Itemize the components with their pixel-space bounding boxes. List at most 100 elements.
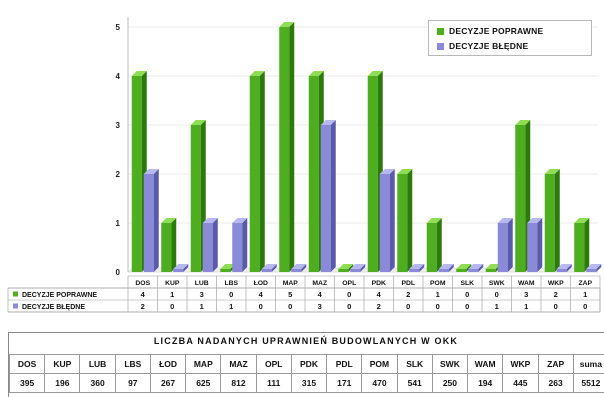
data-label: 4: [141, 290, 146, 299]
bar-incorrect-side: [213, 218, 218, 272]
category-label: WAM: [518, 280, 535, 287]
okk-value-cell: 250: [432, 374, 467, 393]
table-series-swatch: [13, 304, 18, 309]
bar-incorrect: [380, 169, 395, 272]
bar-incorrect-front: [321, 125, 331, 272]
data-label: 0: [288, 302, 292, 311]
data-label: 1: [583, 290, 587, 299]
bar-correct-front: [338, 269, 348, 272]
bar-correct-front: [161, 223, 171, 272]
data-label: 3: [318, 302, 322, 311]
okk-header-cell: SWK: [432, 355, 467, 374]
okk-header-cell: LBS: [115, 355, 150, 374]
data-label: 0: [554, 302, 558, 311]
bar-incorrect-front: [468, 269, 478, 272]
okk-value-cell: 395: [10, 374, 45, 393]
bar-incorrect-front: [144, 174, 154, 272]
data-label: 2: [377, 302, 381, 311]
bar-incorrect: [527, 218, 542, 272]
bar-correct-side: [171, 218, 176, 272]
data-label: 0: [229, 290, 233, 299]
okk-value-cell: 445: [503, 374, 538, 393]
bar-correct-side: [407, 169, 412, 272]
bar-incorrect-front: [439, 269, 449, 272]
data-label: 0: [347, 302, 351, 311]
data-label: 0: [495, 290, 499, 299]
okk-value-cell: 263: [538, 374, 573, 393]
bar-incorrect: [498, 218, 513, 272]
okk-header-cell: WKP: [503, 355, 538, 374]
bar-correct: [279, 22, 294, 272]
data-label: 3: [524, 290, 528, 299]
legend-label-incorrect: DECYZJE BŁĘDNE: [449, 41, 528, 51]
bar-correct: [161, 218, 176, 272]
data-label: 0: [259, 302, 263, 311]
category-label: MAP: [283, 280, 299, 287]
category-label: KUP: [165, 280, 180, 287]
okk-value-cell: 267: [150, 374, 185, 393]
okk-value-cell: 470: [362, 374, 397, 393]
bar-incorrect-front: [498, 223, 508, 272]
bar-correct-front: [132, 76, 142, 272]
bar-incorrect-front: [291, 269, 301, 272]
data-label: 0: [465, 290, 469, 299]
bar-incorrect-side: [390, 169, 395, 272]
okk-header-cell: suma: [573, 355, 604, 374]
bar-correct-front: [427, 223, 437, 272]
bar-incorrect-front: [350, 269, 360, 272]
bar-incorrect-front: [380, 174, 390, 272]
okk-value-cell: 315: [291, 374, 326, 393]
bar-incorrect-front: [586, 269, 596, 272]
bar-incorrect-front: [409, 269, 419, 272]
okk-value-cell: 111: [256, 374, 291, 393]
category-label: PDL: [401, 280, 415, 287]
bar-incorrect: [321, 120, 336, 272]
okk-header-cell: POM: [362, 355, 397, 374]
category-label: POM: [430, 280, 446, 287]
bar-correct-side: [555, 169, 560, 272]
data-label: 2: [141, 302, 145, 311]
bar-correct-side: [437, 218, 442, 272]
okk-value-cell: 97: [115, 374, 150, 393]
data-label: 0: [583, 302, 587, 311]
data-label: 1: [170, 290, 174, 299]
bar-incorrect-front: [232, 223, 242, 272]
category-label: DOS: [135, 280, 150, 287]
bar-incorrect: [203, 218, 218, 272]
okk-table-title: LICZBA NADANYCH UPRAWNIEŃ BUDOWLANYCH W …: [8, 336, 604, 352]
category-label: LBS: [224, 280, 238, 287]
okk-header-cell: PDL: [327, 355, 362, 374]
bar-incorrect-side: [508, 218, 513, 272]
bar-correct: [545, 169, 560, 272]
okk-value-cell: 812: [221, 374, 256, 393]
bar-correct: [427, 218, 442, 272]
bar-correct-front: [515, 125, 525, 272]
bar-incorrect-side: [331, 120, 336, 272]
bar-correct-front: [545, 174, 555, 272]
bar-incorrect-side: [154, 169, 159, 272]
data-label: 4: [377, 290, 382, 299]
y-tick-label: 2: [116, 170, 121, 179]
bar-incorrect-front: [527, 223, 537, 272]
bar-series: [132, 22, 602, 272]
legend-item-correct: DECYZJE POPRAWNE: [437, 24, 543, 38]
okk-value-cell: 196: [45, 374, 80, 393]
category-label: OPL: [342, 280, 356, 287]
category-label: SLK: [460, 280, 474, 287]
y-tick-label: 3: [116, 121, 121, 130]
okk-header-cell: PDK: [291, 355, 326, 374]
bar-incorrect-front: [203, 223, 213, 272]
bar-correct: [397, 169, 412, 272]
bar-correct-front: [250, 76, 260, 272]
bar-correct-front: [486, 269, 496, 272]
data-label: 0: [347, 290, 351, 299]
bar-correct-side: [260, 71, 265, 272]
legend-swatch-green: [437, 28, 444, 35]
bar-correct-front: [456, 269, 466, 272]
data-label: 1: [436, 290, 440, 299]
data-label: 4: [259, 290, 264, 299]
table-series-name: DECYZJE BŁĘDNE: [22, 304, 85, 311]
